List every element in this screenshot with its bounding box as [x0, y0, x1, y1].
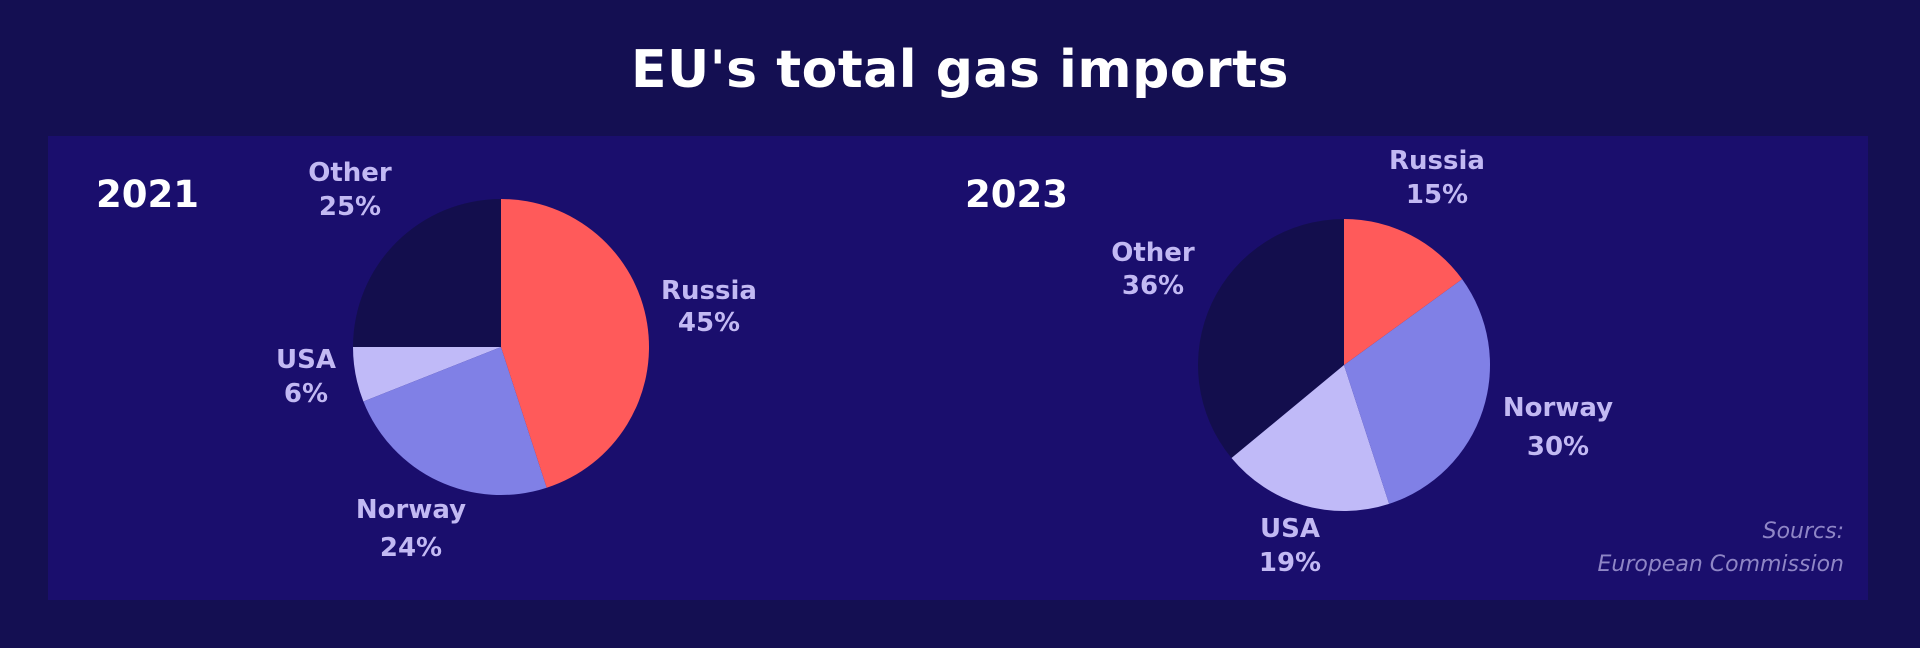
pie-slice-russia [1344, 219, 1463, 365]
slice-value-usa: 19% [1259, 548, 1321, 578]
slice-label-russia: Russia [1389, 146, 1485, 176]
pie-slice-norway [1344, 279, 1491, 504]
slice-value-other: 25% [319, 192, 381, 222]
slice-label-norway: Norway [1503, 393, 1613, 423]
pie-slice-russia [501, 198, 650, 488]
slice-value-norway: 24% [380, 533, 442, 563]
pie-slice-usa [1231, 365, 1390, 511]
pie-2021-title: 2021 [96, 173, 199, 216]
pie-slice-other [353, 199, 501, 347]
slice-label-russia: Russia [661, 276, 757, 306]
pie-2023-title: 2023 [965, 173, 1068, 216]
slice-value-russia: 15% [1406, 180, 1468, 210]
chart-panel [48, 136, 1868, 600]
slice-label-usa: USA [276, 345, 336, 375]
slice-value-usa: 6% [284, 379, 328, 409]
source-name: European Commission [1597, 552, 1844, 577]
slice-label-usa: USA [1260, 514, 1320, 544]
slice-label-other: Other [308, 158, 392, 188]
page-title: EU's total gas imports [631, 40, 1289, 100]
slice-label-other: Other [1111, 238, 1195, 268]
pie-slice-usa [353, 347, 501, 402]
slice-value-norway: 30% [1527, 432, 1589, 462]
source-label: Sourcs: [1762, 519, 1844, 544]
slice-value-russia: 45% [678, 308, 740, 338]
slice-value-other: 36% [1122, 271, 1184, 301]
slice-label-norway: Norway [356, 495, 466, 525]
pie-slice-norway [363, 347, 547, 496]
source-note: Sourcs: European Commission [1597, 515, 1844, 581]
pie-slice-other [1198, 219, 1344, 459]
